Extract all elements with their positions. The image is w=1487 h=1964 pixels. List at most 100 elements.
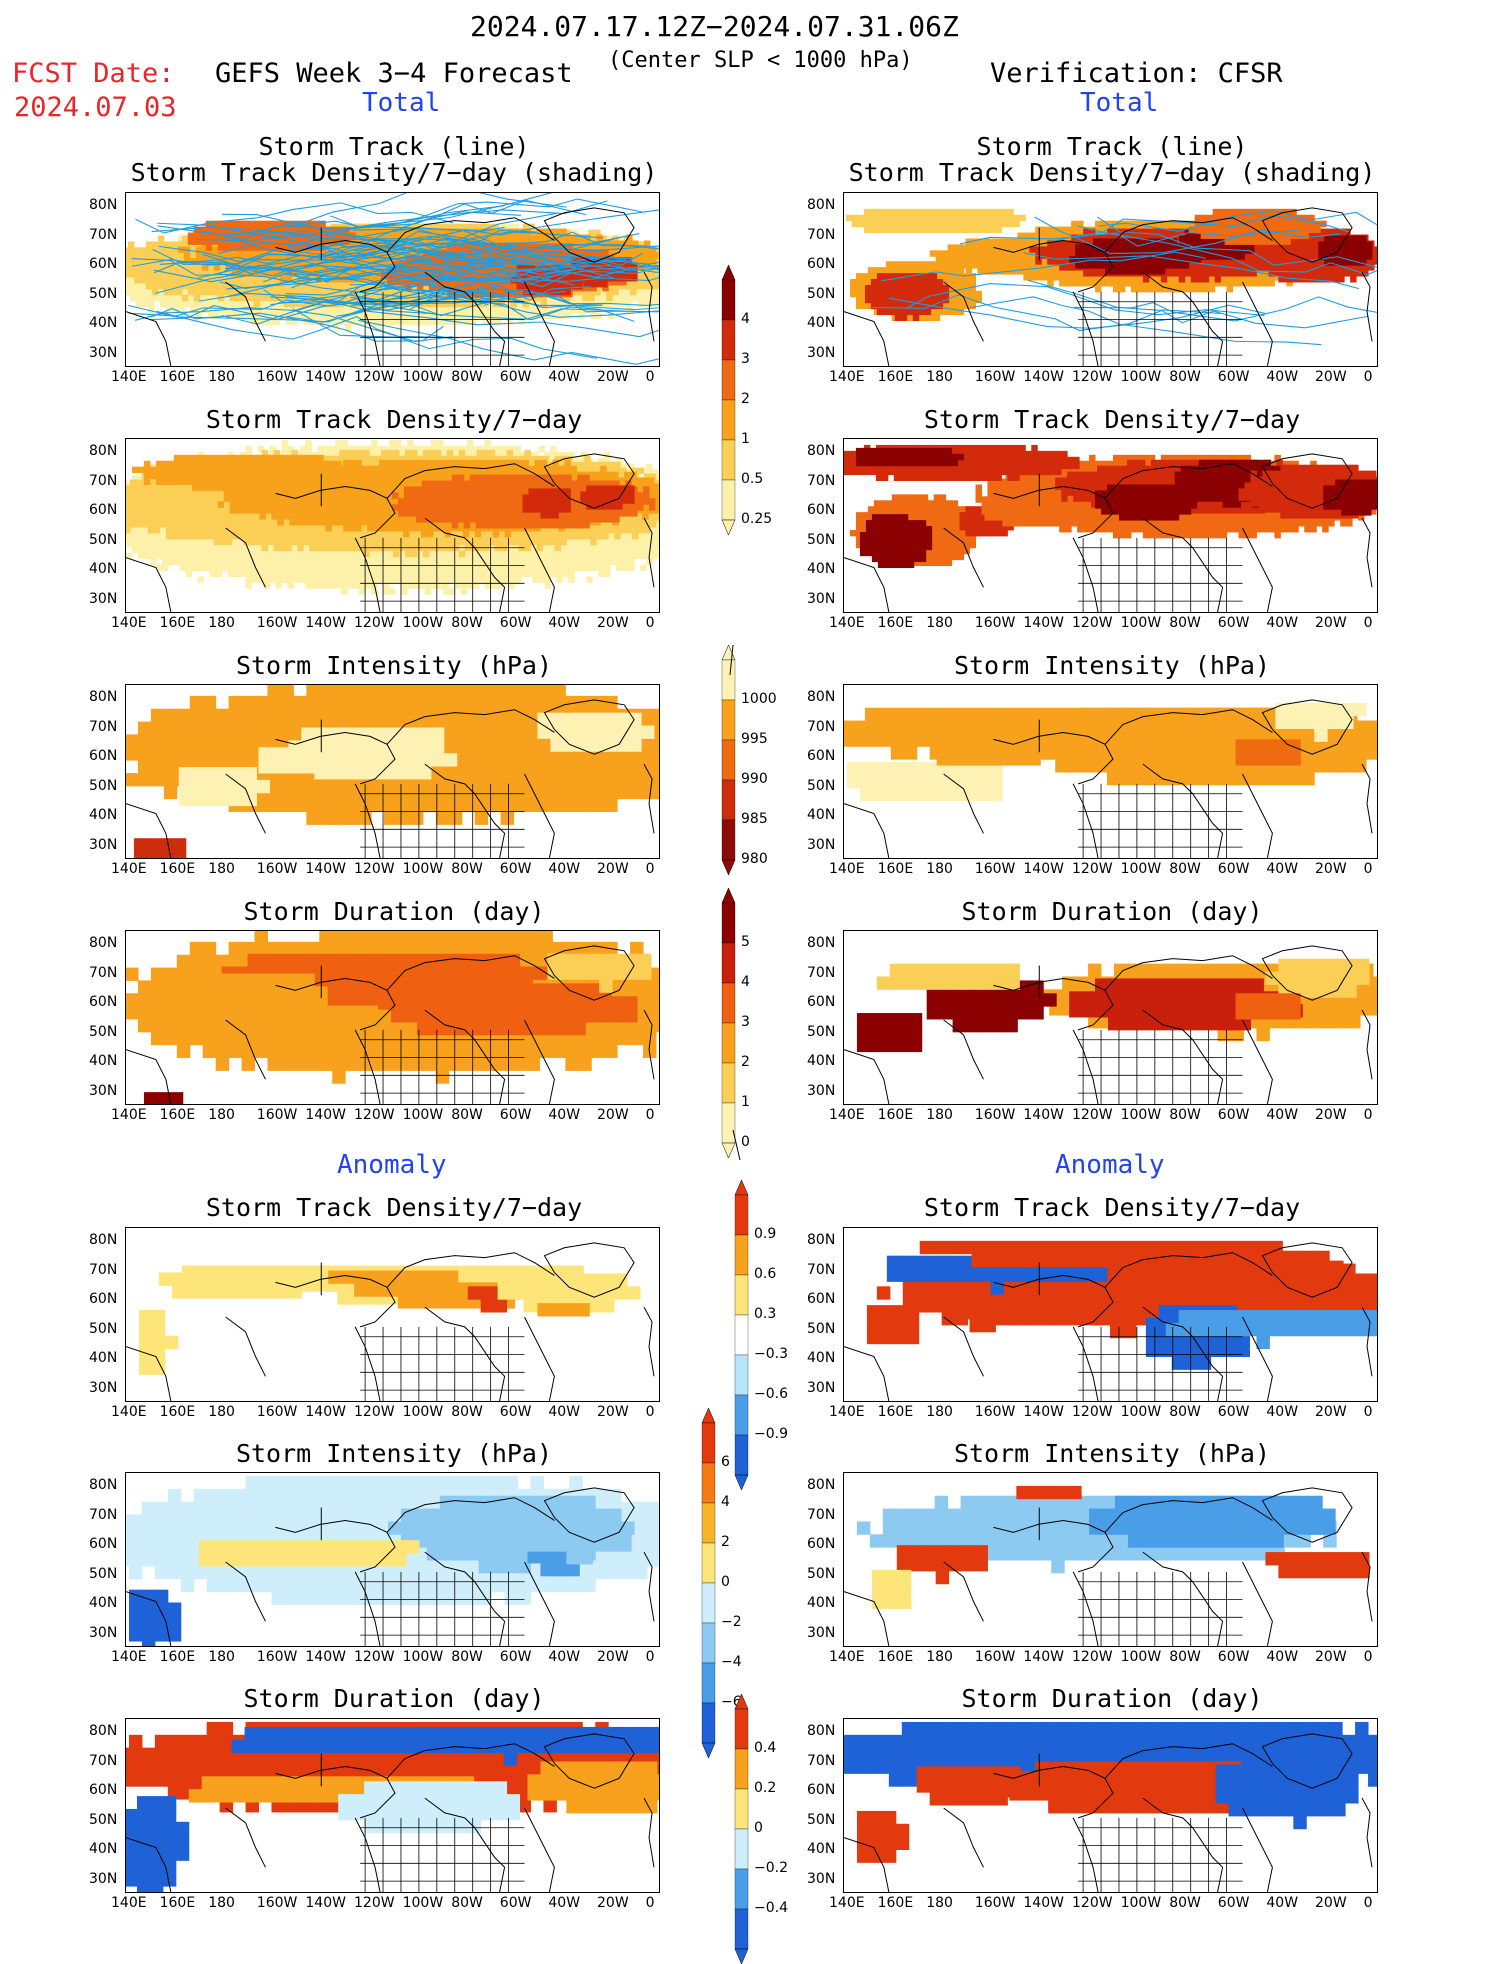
field-cell xyxy=(966,268,972,274)
section-total-right: Total xyxy=(1080,88,1158,118)
field-cell xyxy=(188,289,194,295)
field-cell xyxy=(369,313,375,319)
fcst-date-label: FCST Date: xyxy=(12,58,175,89)
field-cell xyxy=(895,315,901,321)
field-cell xyxy=(934,309,940,315)
map-svg xyxy=(126,193,659,366)
field-cell xyxy=(919,291,925,297)
field-cell xyxy=(865,291,871,297)
field-cell xyxy=(1095,286,1101,292)
field-cell xyxy=(913,291,919,297)
field-cell xyxy=(877,279,883,285)
field-cell xyxy=(142,295,148,301)
field-cell xyxy=(883,273,889,279)
field-cell xyxy=(190,301,196,307)
field-cell xyxy=(1119,280,1125,286)
field-cell xyxy=(182,295,188,301)
field-cell xyxy=(1167,280,1173,286)
field-cell xyxy=(1227,270,1233,276)
field-cell xyxy=(877,309,883,315)
field-cell xyxy=(907,309,913,315)
field-cell xyxy=(886,267,892,273)
field-cell xyxy=(1047,268,1053,274)
field-cell xyxy=(128,247,134,253)
field-cell xyxy=(1029,238,1035,244)
field-cell xyxy=(862,279,868,285)
field-cell xyxy=(1017,238,1023,244)
field-cell xyxy=(1047,258,1053,264)
field-cell xyxy=(901,279,907,285)
field-cell xyxy=(964,291,970,297)
field-cell xyxy=(1041,246,1047,252)
field-cell xyxy=(196,301,202,307)
field-cell xyxy=(142,289,148,295)
field-cell xyxy=(236,295,242,301)
field-cell xyxy=(942,262,948,268)
field-cell xyxy=(620,289,626,295)
slp-criterion: (Center SLP < 1000 hPa) xyxy=(608,48,913,73)
field-cell xyxy=(542,235,548,241)
field-cell xyxy=(1209,286,1215,292)
field-cell xyxy=(254,277,260,283)
field-cell xyxy=(224,244,230,250)
field-cell xyxy=(1239,270,1245,276)
field-cell xyxy=(399,313,405,319)
field-cell xyxy=(202,301,208,307)
field-cell xyxy=(1065,227,1071,233)
field-cell xyxy=(856,273,862,279)
field-cell xyxy=(931,279,937,285)
field-cell xyxy=(922,267,928,273)
field-cell xyxy=(650,301,656,307)
title-anom-density-right: Storm Track Density/7−day xyxy=(812,1193,1412,1222)
field-cell xyxy=(279,252,285,258)
field-cell xyxy=(158,236,164,242)
field-cell xyxy=(226,301,232,307)
field-cell xyxy=(892,267,898,273)
field-cell xyxy=(966,244,972,250)
field-cell xyxy=(638,295,644,301)
field-cell xyxy=(134,271,140,277)
field-cell xyxy=(1256,274,1262,280)
field-cell xyxy=(948,244,954,250)
field-cell xyxy=(513,235,519,241)
field-cell xyxy=(937,285,943,291)
field-cell xyxy=(265,295,271,301)
field-cell xyxy=(164,283,170,289)
field-cell xyxy=(194,283,200,289)
field-cell xyxy=(871,291,877,297)
field-cell xyxy=(158,277,164,283)
field-cell xyxy=(259,277,265,283)
field-cell xyxy=(970,250,976,256)
field-cell xyxy=(1191,276,1197,282)
field-cell xyxy=(910,261,916,267)
field-cell xyxy=(871,285,877,291)
field-cell xyxy=(1185,280,1191,286)
field-cell xyxy=(1215,270,1221,276)
field-cell xyxy=(194,289,200,295)
field-cell xyxy=(126,283,130,289)
field-cell xyxy=(632,295,638,301)
field-cell xyxy=(987,250,993,256)
field-cell xyxy=(283,289,289,295)
field-cell xyxy=(130,289,136,295)
field-cell xyxy=(904,267,910,273)
field-cell xyxy=(1075,244,1081,250)
field-cell xyxy=(925,309,931,315)
field-cell xyxy=(1113,280,1119,286)
field-cell xyxy=(170,241,176,247)
field-cell xyxy=(972,262,978,268)
field-cell xyxy=(146,253,152,259)
field-cell xyxy=(1197,276,1203,282)
field-cell xyxy=(1173,270,1179,276)
field-cell xyxy=(966,256,972,262)
field-cell xyxy=(146,283,152,289)
field-cell xyxy=(232,301,238,307)
field-cell xyxy=(960,262,966,268)
field-cell xyxy=(218,283,224,289)
field-cell xyxy=(907,285,913,291)
title-anom-intensity-right: Storm Intensity (hPa) xyxy=(812,1439,1412,1468)
field-cell xyxy=(625,275,631,281)
field-cell xyxy=(928,261,934,267)
field-cell xyxy=(987,238,993,244)
field-cell xyxy=(1071,280,1077,286)
